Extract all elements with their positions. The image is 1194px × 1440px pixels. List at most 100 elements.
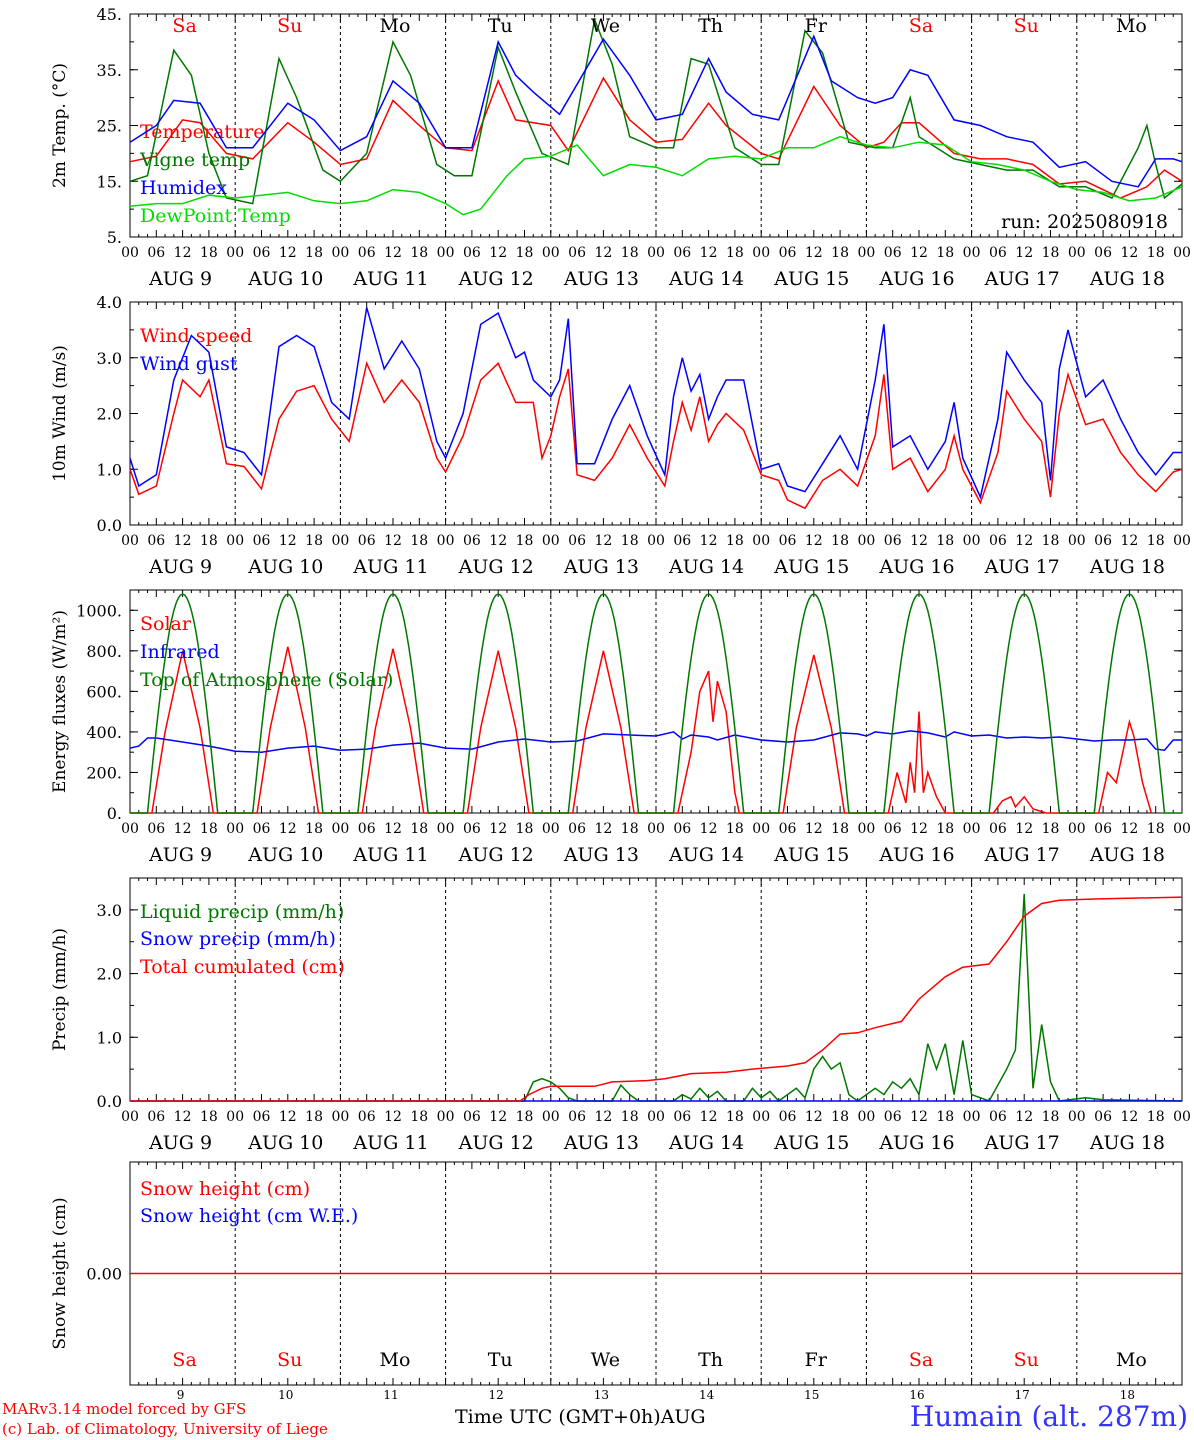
hour-tick-label: 06 — [568, 821, 586, 837]
date-label: AUG 16 — [878, 1132, 954, 1154]
y-axis-label: 10m Wind (m/s) — [50, 345, 70, 482]
hour-tick-label: 00 — [1068, 821, 1086, 837]
hour-tick-label: 00 — [226, 821, 244, 837]
date-label: AUG 10 — [247, 1132, 323, 1154]
hour-tick-label: 00 — [857, 821, 875, 837]
hour-tick-label: 12 — [594, 533, 612, 549]
weekday-label: Tu — [488, 1349, 513, 1371]
y-tick-label: 0. — [107, 804, 122, 823]
date-label: AUG 14 — [668, 1132, 744, 1154]
date-label: AUG 13 — [563, 268, 639, 290]
hour-tick-label: 12 — [700, 245, 718, 261]
y-tick-label: 25. — [97, 117, 122, 136]
hour-tick-label: 12 — [910, 245, 928, 261]
date-label: AUG 16 — [878, 556, 954, 578]
legend-entry: Total cumulated (cm) — [140, 956, 345, 978]
hour-tick-label: 12 — [910, 1109, 928, 1125]
hour-tick-label: 18 — [305, 533, 323, 549]
hour-tick-label: 12 — [279, 245, 297, 261]
weekday-label: Mo — [1116, 1349, 1147, 1371]
hour-tick-label: 00 — [857, 533, 875, 549]
date-label: AUG 17 — [984, 1132, 1060, 1154]
hour-tick-label: 06 — [147, 245, 165, 261]
hour-tick-label: 00 — [1173, 245, 1191, 261]
hour-tick-label: 18 — [726, 821, 744, 837]
hour-tick-label: 12 — [805, 821, 823, 837]
hour-tick-label: 00 — [1068, 533, 1086, 549]
y-tick-label: 1.0 — [97, 460, 122, 479]
hour-tick-label: 00 — [226, 245, 244, 261]
weekday-label: Sa — [909, 1349, 933, 1371]
y-axis-label: Snow height (cm) — [50, 1197, 70, 1349]
legend-entry: Snow height (cm W.E.) — [140, 1205, 358, 1227]
hour-tick-label: 06 — [779, 1109, 797, 1125]
weekday-label: We — [591, 15, 620, 37]
date-label: AUG 15 — [773, 556, 849, 578]
weekday-label: Fr — [805, 1349, 828, 1371]
day-number-label: 17 — [1015, 1388, 1030, 1402]
hour-tick-label: 18 — [936, 533, 954, 549]
series-line-humidex — [129, 34, 1183, 188]
hour-tick-label: 06 — [989, 821, 1007, 837]
legend-entry: Solar — [140, 613, 192, 635]
date-label: AUG 9 — [148, 556, 212, 578]
hour-tick-label: 06 — [147, 533, 165, 549]
date-label: AUG 12 — [458, 556, 534, 578]
weekday-label: Tu — [488, 15, 513, 37]
hour-tick-label: 00 — [331, 245, 349, 261]
hour-tick-label: 18 — [516, 533, 534, 549]
hour-tick-label: 00 — [1173, 533, 1191, 549]
hour-tick-label: 12 — [1120, 245, 1138, 261]
hour-tick-label: 18 — [936, 821, 954, 837]
hour-tick-label: 18 — [831, 533, 849, 549]
hour-tick-label: 06 — [673, 533, 691, 549]
weekday-label: Th — [698, 1349, 723, 1371]
hour-tick-label: 18 — [621, 821, 639, 837]
day-number-label: 12 — [489, 1388, 504, 1402]
day-number-label: 9 — [177, 1388, 185, 1402]
series-line-infrared — [129, 730, 1182, 753]
date-label: AUG 14 — [668, 268, 744, 290]
hour-tick-label: 06 — [568, 533, 586, 549]
legend-entry: DewPoint Temp — [140, 205, 291, 227]
series-line-wind-speed — [129, 360, 1183, 510]
hour-tick-label: 00 — [542, 821, 560, 837]
day-number-label: 16 — [909, 1388, 924, 1402]
y-axis-label: Energy fluxes (W/m²) — [50, 610, 70, 793]
y-tick-label: 2.0 — [97, 405, 122, 424]
hour-tick-label: 18 — [1147, 245, 1165, 261]
hour-tick-label: 00 — [437, 245, 455, 261]
hour-tick-label: 06 — [989, 533, 1007, 549]
y-tick-label: 0.0 — [97, 516, 122, 535]
hour-tick-label: 00 — [963, 821, 981, 837]
hour-tick-label: 00 — [752, 1109, 770, 1125]
day-number-label: 13 — [594, 1388, 609, 1402]
hour-tick-label: 06 — [358, 245, 376, 261]
hour-tick-label: 12 — [1120, 533, 1138, 549]
series-line-total-cumulated-cm- — [130, 896, 1183, 1102]
hour-tick-label: 12 — [384, 245, 402, 261]
hour-tick-label: 06 — [779, 245, 797, 261]
hour-tick-label: 06 — [253, 533, 271, 549]
hour-tick-label: 06 — [463, 533, 481, 549]
x-axis-label: Time UTC (GMT+0h)AUG — [455, 1406, 706, 1428]
date-label: AUG 11 — [352, 844, 428, 866]
hour-tick-label: 06 — [568, 1109, 586, 1125]
hour-tick-label: 00 — [121, 533, 139, 549]
hour-tick-label: 18 — [936, 1109, 954, 1125]
hour-tick-label: 12 — [384, 821, 402, 837]
legend-entry: Wind gust — [140, 353, 238, 375]
y-tick-label: 45. — [97, 5, 122, 24]
hour-tick-label: 18 — [516, 1109, 534, 1125]
date-label: AUG 15 — [773, 268, 849, 290]
hour-tick-label: 18 — [305, 245, 323, 261]
hour-tick-label: 18 — [410, 245, 428, 261]
y-axis-label: Precip (mm/h) — [50, 928, 70, 1051]
series-line-top-of-atmosphere-solar- — [130, 593, 1182, 814]
hour-tick-label: 12 — [594, 821, 612, 837]
hour-tick-label: 00 — [647, 1109, 665, 1125]
hour-tick-label: 06 — [673, 1109, 691, 1125]
hour-tick-label: 06 — [779, 821, 797, 837]
run-label: run: 2025080918 — [1001, 211, 1168, 233]
y-tick-label: 1000. — [76, 601, 122, 620]
